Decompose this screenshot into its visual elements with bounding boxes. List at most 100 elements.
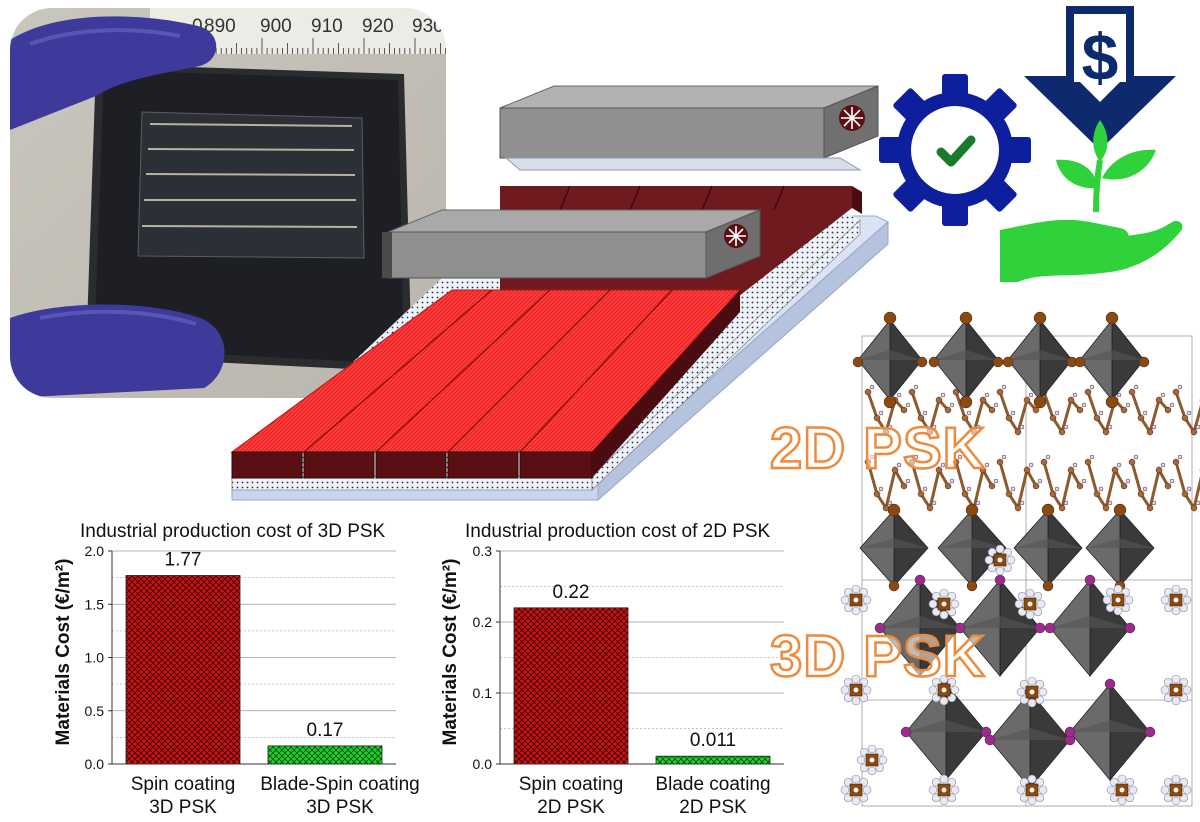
- atom: [993, 402, 999, 408]
- cation-cage: [1106, 774, 1138, 806]
- atom: [1172, 458, 1180, 466]
- atom: [1113, 503, 1127, 517]
- coating-blade-back: [499, 85, 879, 171]
- chart-title: Industrial production cost of 2D PSK: [465, 521, 771, 542]
- label-2d-psk: 2D PSK: [769, 416, 986, 481]
- atom: [1155, 466, 1163, 474]
- atom: [940, 392, 946, 398]
- atom: [1125, 478, 1131, 484]
- atom: [975, 424, 981, 430]
- y-tick-label: 0.5: [85, 703, 105, 719]
- atom: [1054, 486, 1060, 492]
- gloved-finger-bottom: [10, 304, 225, 398]
- atom: [1195, 424, 1200, 430]
- atom: [1164, 482, 1172, 490]
- atom: [966, 486, 972, 492]
- atom: [931, 424, 937, 430]
- y-tick-label: 0.0: [473, 756, 493, 772]
- atom: [926, 504, 934, 512]
- atom: [1014, 504, 1022, 512]
- cation-cage: [928, 674, 960, 706]
- octahedron: [1069, 682, 1151, 782]
- octahedron: [989, 690, 1071, 790]
- atom: [883, 395, 897, 409]
- atom: [1067, 466, 1075, 474]
- atom: [926, 428, 934, 436]
- atom: [935, 396, 943, 404]
- atom: [984, 734, 996, 746]
- atom: [952, 388, 960, 396]
- atom: [1138, 356, 1150, 368]
- atom: [922, 486, 928, 492]
- atom: [1186, 486, 1192, 492]
- cation-cage: [840, 774, 872, 806]
- atom: [1104, 678, 1116, 690]
- atom: [1010, 410, 1016, 416]
- atom: [940, 462, 946, 468]
- atom: [1072, 462, 1078, 468]
- atom: [1049, 490, 1057, 498]
- atom: [1089, 454, 1095, 460]
- atom: [1160, 392, 1166, 398]
- atom: [917, 414, 925, 422]
- atom: [1081, 402, 1087, 408]
- atom: [900, 726, 912, 738]
- category-label: 3D PSK: [149, 797, 217, 818]
- atom: [944, 482, 952, 490]
- atom: [1054, 410, 1060, 416]
- atom: [1169, 402, 1175, 408]
- atom: [896, 392, 902, 398]
- atom: [928, 356, 940, 368]
- atom: [852, 356, 864, 368]
- atom: [869, 454, 875, 460]
- y-tick-label: 1.0: [85, 650, 105, 666]
- data-label: 1.77: [165, 549, 202, 570]
- octahedron: [859, 508, 929, 588]
- y-tick-label: 1.5: [85, 596, 105, 612]
- gloved-finger-top: [10, 16, 217, 130]
- atom: [1186, 410, 1192, 416]
- atom: [1146, 504, 1154, 512]
- atom: [1067, 396, 1075, 404]
- atom: [1116, 392, 1122, 398]
- atom: [1181, 414, 1189, 422]
- atom: [1032, 482, 1040, 490]
- chart-title: Industrial production cost of 3D PSK: [80, 521, 386, 542]
- perovskite-strip-fronts: [231, 451, 593, 479]
- atom: [984, 462, 990, 468]
- atom: [882, 428, 890, 436]
- atom: [887, 424, 893, 430]
- atom: [1076, 482, 1084, 490]
- atom: [935, 466, 943, 474]
- atom: [1190, 504, 1198, 512]
- atom: [1177, 454, 1183, 460]
- atom: [1001, 454, 1007, 460]
- atom: [905, 478, 911, 484]
- atom: [1058, 504, 1066, 512]
- atom: [1058, 428, 1066, 436]
- atom: [908, 388, 916, 396]
- atom: [874, 622, 886, 634]
- atom: [979, 396, 987, 404]
- octahedron: [857, 318, 923, 402]
- atom: [1102, 504, 1110, 512]
- atom: [913, 454, 919, 460]
- atom: [1151, 500, 1157, 506]
- cation-cage: [1160, 584, 1192, 616]
- atom: [1142, 410, 1148, 416]
- module-scribe-lines: [141, 123, 358, 228]
- atom: [873, 414, 881, 422]
- data-label: 0.011: [690, 730, 736, 751]
- atom: [1144, 726, 1156, 738]
- atom: [1063, 424, 1069, 430]
- atom: [1081, 478, 1087, 484]
- atom: [1133, 384, 1139, 390]
- cation-cage: [928, 774, 960, 806]
- atom: [1063, 500, 1069, 506]
- atom: [1098, 486, 1104, 492]
- atom: [1093, 414, 1101, 422]
- y-tick-label: 0.3: [473, 543, 493, 559]
- atom: [1120, 482, 1128, 490]
- atom: [916, 356, 928, 368]
